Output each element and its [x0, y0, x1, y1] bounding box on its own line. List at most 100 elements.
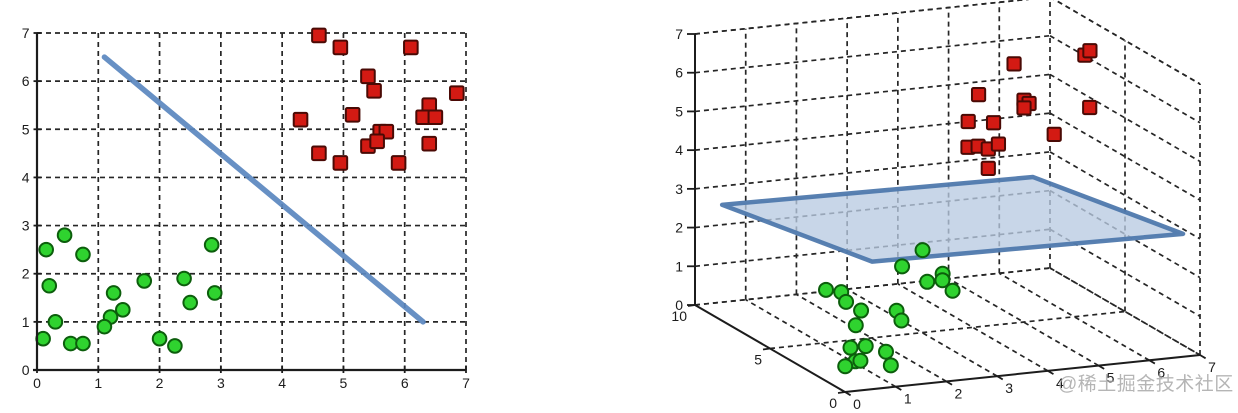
y-tick-label: 10	[671, 308, 687, 324]
grid-line	[1049, 267, 1201, 356]
green-circle-point	[837, 358, 854, 375]
tick-mark	[844, 391, 852, 397]
green-circle-point	[206, 285, 223, 301]
red-square-point	[332, 155, 349, 171]
x-tick-label: 0	[33, 375, 41, 391]
red-square-point	[1082, 99, 1098, 116]
x-tick-label: 3	[217, 375, 225, 391]
red-square-point	[366, 82, 382, 99]
red-square-point	[360, 68, 376, 85]
grid-line	[745, 298, 897, 388]
green-circle-point	[203, 237, 220, 253]
green-circle-point	[75, 335, 91, 352]
red-square-point	[970, 87, 987, 103]
grid-line	[694, 267, 1051, 306]
grid-line	[897, 283, 1049, 372]
grid-line	[1053, 0, 1201, 85]
red-square-point	[1016, 100, 1032, 116]
z-tick-label: 0	[675, 297, 683, 313]
tick-mark	[1148, 359, 1156, 365]
y-tick-label: 5	[754, 352, 762, 368]
green-circle-point	[96, 318, 113, 335]
x-tick-label: 6	[401, 375, 409, 391]
grid-line	[694, 151, 1051, 190]
grid-line	[694, 267, 1051, 306]
red-square-point	[960, 113, 976, 130]
green-circle-point	[47, 314, 64, 330]
red-square-point	[311, 27, 327, 44]
grid-line	[694, 0, 1030, 35]
green-circle-point	[167, 338, 183, 354]
grid-line	[769, 310, 1126, 350]
x-axis-line	[844, 354, 1201, 393]
z-tick-label: 6	[675, 65, 683, 81]
x-tick-label: 6	[1157, 364, 1165, 380]
tick-mark	[895, 385, 902, 391]
y-tick-label: 1	[22, 314, 30, 330]
red-square-point	[1046, 126, 1062, 142]
green-circle-point	[105, 285, 122, 301]
tick-mark	[837, 391, 846, 394]
green-circle-point	[914, 242, 931, 259]
green-circle-point	[934, 272, 951, 289]
left-2d-scatter-plot: 0 1 2 3 4 5 6 7 0 1 2 3 4 5 6 7	[22, 25, 470, 391]
green-circle-point	[817, 281, 834, 298]
green-circle-point	[115, 302, 131, 318]
y-tick-label: 3	[22, 218, 30, 234]
tick-mark	[945, 380, 953, 386]
y-tick-label: 2	[22, 266, 30, 282]
grid-line	[796, 293, 947, 383]
z-tick-label: 3	[675, 181, 683, 197]
y-tick-label: 7	[22, 25, 30, 41]
grid-line	[846, 288, 998, 377]
grid-line	[1049, 34, 1201, 124]
red-square-point	[403, 39, 419, 56]
tick-mark	[762, 347, 771, 351]
y-tick-label: 4	[22, 169, 30, 185]
z-tick-label: 1	[675, 258, 683, 274]
x-tick-label: 5	[1107, 370, 1115, 386]
z-tick-label: 2	[675, 220, 683, 236]
grid-line	[694, 73, 1051, 113]
green-circle-point	[882, 357, 899, 374]
green-circle-point	[842, 339, 859, 356]
green-circle-point	[944, 282, 961, 299]
x-tick-label: 5	[340, 375, 348, 391]
red-square-point	[421, 135, 438, 152]
x-tick-label: 2	[955, 385, 963, 401]
green-circle-point	[919, 273, 936, 290]
red-square-point	[980, 160, 996, 176]
x-tick-label: 0	[853, 396, 861, 412]
tick-mark	[1098, 364, 1105, 370]
red-square-point	[332, 39, 349, 56]
green-circle-point	[182, 294, 199, 311]
green-circle-point	[35, 330, 51, 347]
x-tick-label: 4	[1056, 375, 1064, 391]
tick-mark	[996, 375, 1004, 381]
separating-plane	[719, 174, 1186, 264]
x-tick-label: 3	[1005, 380, 1013, 396]
x-tick-label: 1	[94, 375, 102, 391]
grid-line	[948, 277, 1099, 367]
red-square-point	[1082, 43, 1098, 59]
grid-line	[694, 34, 1051, 74]
green-circle-point	[176, 270, 192, 287]
z-tick-label: 7	[675, 26, 683, 42]
green-circle-point	[136, 273, 153, 289]
green-circle-point	[852, 352, 869, 369]
red-square-point	[292, 111, 309, 128]
green-circle-point	[838, 293, 855, 310]
red-square-point	[449, 85, 465, 101]
tick-mark	[1199, 354, 1207, 360]
red-square-point	[344, 107, 361, 123]
grid-line	[1049, 151, 1201, 240]
x-tick-label: 4	[278, 375, 286, 391]
green-circle-point	[56, 227, 73, 243]
separating-line	[101, 54, 426, 325]
x-tick-label: 1	[904, 391, 912, 407]
z-tick-label: 5	[675, 103, 683, 119]
watermark: @稀土掘金技术社区	[1058, 374, 1234, 395]
